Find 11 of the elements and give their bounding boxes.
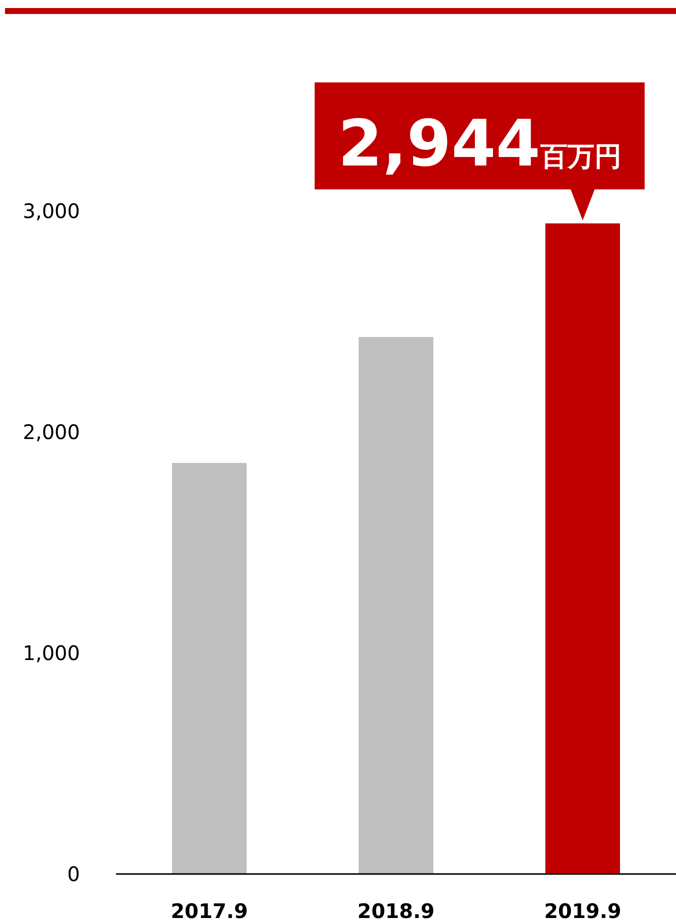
annotation: 2,944百万円 [338,107,622,182]
bar [545,223,620,874]
y-tick-label: 3,000 [22,199,80,223]
x-tick-label: 2017.9 [170,899,248,921]
x-tick-label: 2019.9 [544,899,622,921]
y-tick-label: 2,000 [22,420,80,444]
y-tick-label: 1,000 [22,641,80,665]
bar [172,462,247,874]
x-tick-label: 2018.9 [357,899,435,921]
y-tick-label: 0 [67,862,80,886]
bar [358,336,434,874]
